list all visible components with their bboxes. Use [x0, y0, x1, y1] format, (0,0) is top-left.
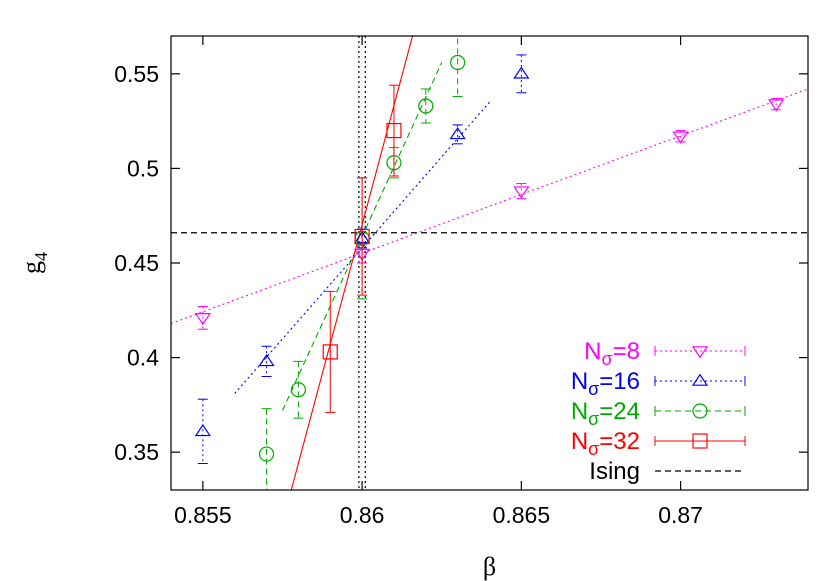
legend-label: Nσ=24 [571, 398, 640, 429]
x-tick-label: 0.87 [658, 502, 703, 528]
series-0 [194, 97, 785, 330]
legend-marker [692, 433, 708, 449]
x-tick-label: 0.865 [493, 502, 551, 528]
y-tick-label: 0.4 [127, 345, 159, 371]
data-point [194, 313, 211, 326]
y-axis-label-main: g [17, 261, 46, 274]
y-tick-label: 0.45 [114, 250, 159, 276]
data-point [513, 66, 530, 79]
y-tick-label: 0.5 [127, 155, 159, 181]
data-point [449, 126, 466, 140]
fit-line-series-0 [171, 88, 808, 325]
legend-label: Ising [589, 458, 640, 485]
legend-marker [691, 346, 709, 359]
y-tick-label: 0.55 [114, 61, 159, 87]
data-point [322, 344, 338, 360]
x-axis-label: β [483, 552, 496, 581]
data-points [194, 36, 785, 490]
data-point [418, 98, 434, 114]
data-point [194, 423, 211, 437]
y-tick-label: 0.35 [114, 439, 159, 465]
data-point [258, 353, 275, 367]
axis-ticks: 0.855 0.86 0.865 0.87 0.35 0.4 0.45 0.5 0.55 [114, 36, 808, 528]
data-point [450, 54, 466, 71]
y-axis-label: g4 [17, 252, 51, 274]
data-point [290, 382, 306, 398]
x-tick-label: 0.86 [340, 502, 385, 528]
data-point [513, 186, 530, 199]
legend-label: Nσ=8 [584, 338, 640, 369]
data-point [354, 228, 370, 245]
legend-marker [691, 373, 709, 386]
y-axis-label-subscript: 4 [31, 252, 51, 261]
data-point [386, 122, 402, 139]
legend-entry-1: Nσ=16 [571, 368, 746, 399]
legend-entry-3: Nσ=32 [571, 428, 746, 459]
legend-label: Nσ=32 [571, 428, 640, 459]
legend-entry-4: Ising [589, 458, 745, 485]
data-point [768, 99, 785, 112]
legend-entry-2: Nσ=24 [571, 398, 746, 429]
legend-label: Nσ=16 [571, 368, 640, 399]
legend-marker [692, 403, 708, 419]
x-tick-label: 0.855 [174, 502, 232, 528]
data-point [258, 446, 275, 462]
fit-line-series-3 [290, 36, 414, 490]
legend-entry-0: Nσ=8 [584, 338, 746, 369]
series-3 [322, 84, 402, 413]
data-point [672, 131, 689, 144]
